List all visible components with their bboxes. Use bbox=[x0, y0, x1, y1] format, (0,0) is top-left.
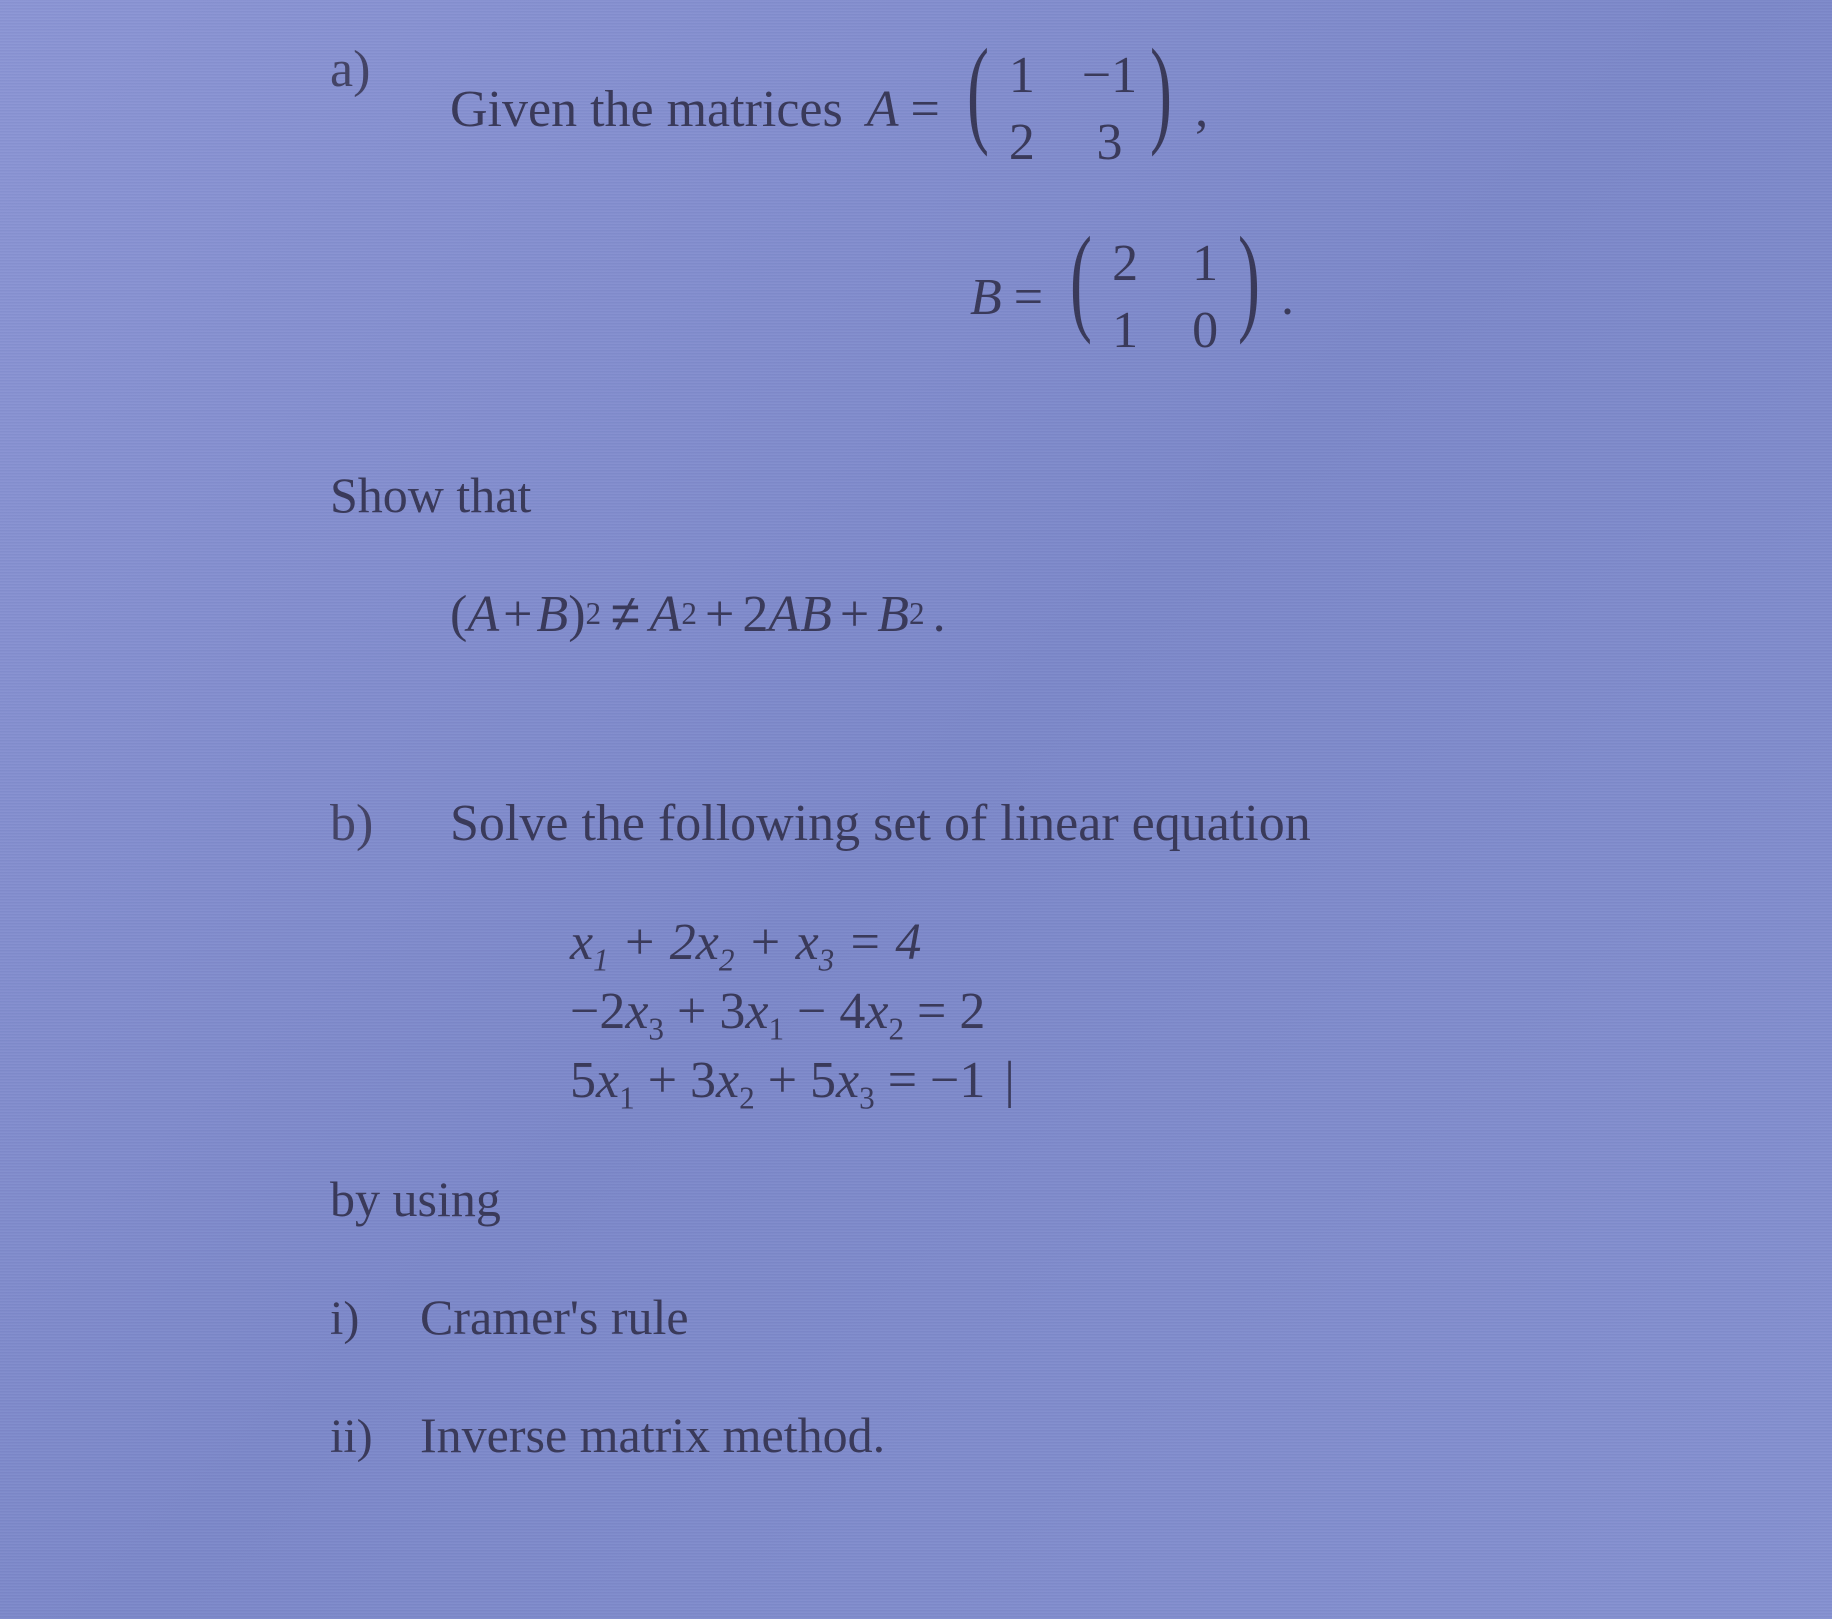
lhs-B: B bbox=[536, 585, 568, 644]
method-i-row: i) Cramer's rule bbox=[330, 1288, 1712, 1346]
matrix-A-grid: 1 −1 2 3 bbox=[998, 40, 1141, 178]
rhs-A: A bbox=[650, 585, 682, 644]
lhs-open: ( bbox=[450, 585, 467, 644]
show-that-row: Show that bbox=[330, 466, 1712, 524]
rhs-plus2: + bbox=[840, 585, 869, 644]
eq3-row: 5x1 + 3x2 + 5x3 = −1 | bbox=[330, 1051, 1712, 1110]
eq3-text: 5x1 + 3x2 + 5x3 = −1 bbox=[570, 1052, 998, 1109]
inverse-matrix-text: Inverse matrix method. bbox=[420, 1406, 885, 1464]
rhs-two: 2 bbox=[742, 585, 768, 644]
by-using-text: by using bbox=[330, 1170, 1712, 1228]
cramers-rule-text: Cramer's rule bbox=[420, 1288, 689, 1346]
roman-ii-label: ii) bbox=[330, 1409, 420, 1464]
identity-row: ( A + B ) 2 ≠ A 2 + 2 A B + B 2 . bbox=[330, 584, 1712, 644]
matrix-B-22: 0 bbox=[1185, 301, 1225, 360]
part-a-row2: B = ( 2 1 1 0 ) . bbox=[330, 228, 1712, 366]
part-b-intro: Solve the following set of linear equati… bbox=[450, 794, 1712, 853]
eq1-row: x1 + 2x2 + x3 = 4 bbox=[330, 913, 1712, 972]
given-the-matrices-text: Given the matrices bbox=[450, 80, 843, 139]
rhs-B: B bbox=[877, 585, 909, 644]
period-after-B: . bbox=[1281, 268, 1294, 327]
equals-sign: = bbox=[911, 80, 940, 139]
matrix-B-name: B bbox=[970, 268, 1002, 327]
by-using-row: by using bbox=[330, 1170, 1712, 1228]
identity-expression: ( A + B ) 2 ≠ A 2 + 2 A B + B 2 . bbox=[450, 584, 1712, 644]
eq1-text: x1 + 2x2 + x3 = 4 bbox=[570, 914, 921, 971]
matrix-B-grid: 2 1 1 0 bbox=[1101, 228, 1229, 366]
rhs-AB-B: B bbox=[800, 585, 832, 644]
roman-i-label: i) bbox=[330, 1291, 420, 1346]
part-b-row: b) Solve the following set of linear equ… bbox=[330, 794, 1712, 853]
matrix-B-12: 1 bbox=[1185, 234, 1225, 293]
matrix-B-left-paren: ( bbox=[1070, 228, 1092, 366]
lhs-close: ) bbox=[568, 585, 585, 644]
not-equal-sign: ≠ bbox=[611, 584, 640, 644]
lhs-plus: + bbox=[503, 585, 532, 644]
rhs-plus1: + bbox=[705, 585, 734, 644]
identity-period: . bbox=[933, 585, 946, 644]
matrix-A-22: 3 bbox=[1082, 113, 1137, 172]
method-ii-row: ii) Inverse matrix method. bbox=[330, 1406, 1712, 1464]
matrix-B: ( 2 1 1 0 ) bbox=[1061, 228, 1269, 366]
matrix-A-12: −1 bbox=[1082, 46, 1137, 105]
matrix-A-name: A bbox=[867, 80, 899, 139]
part-a-label: a) bbox=[330, 40, 450, 99]
part-a-intro-line: Given the matrices A = ( 1 −1 2 3 ) , bbox=[450, 40, 1712, 178]
matrix-B-21: 1 bbox=[1105, 301, 1145, 360]
exam-question-page: a) Given the matrices A = ( 1 −1 2 3 ) , bbox=[0, 0, 1832, 1514]
matrix-A-left-paren: ( bbox=[967, 40, 989, 178]
matrix-B-11: 2 bbox=[1105, 234, 1145, 293]
show-that-text: Show that bbox=[330, 466, 1712, 524]
part-b-label: b) bbox=[330, 794, 450, 853]
comma-after-A: , bbox=[1195, 80, 1208, 139]
equals-sign-B: = bbox=[1014, 268, 1043, 327]
rhs-AB-A: A bbox=[768, 585, 800, 644]
matrix-B-right-paren: ) bbox=[1238, 228, 1260, 366]
matrix-A-21: 2 bbox=[1002, 113, 1042, 172]
eq3-trailing-bar: | bbox=[1004, 1052, 1014, 1109]
eq2-row: −2x3 + 3x1 − 4x2 = 2 bbox=[330, 982, 1712, 1041]
matrix-B-line: B = ( 2 1 1 0 ) . bbox=[450, 228, 1712, 366]
matrix-A-11: 1 bbox=[1002, 46, 1042, 105]
eq2-text: −2x3 + 3x1 − 4x2 = 2 bbox=[570, 983, 985, 1040]
lhs-A: A bbox=[467, 585, 499, 644]
matrix-A: ( 1 −1 2 3 ) bbox=[958, 40, 1181, 178]
part-a-row1: a) Given the matrices A = ( 1 −1 2 3 ) , bbox=[330, 40, 1712, 178]
matrix-A-right-paren: ) bbox=[1150, 40, 1172, 178]
